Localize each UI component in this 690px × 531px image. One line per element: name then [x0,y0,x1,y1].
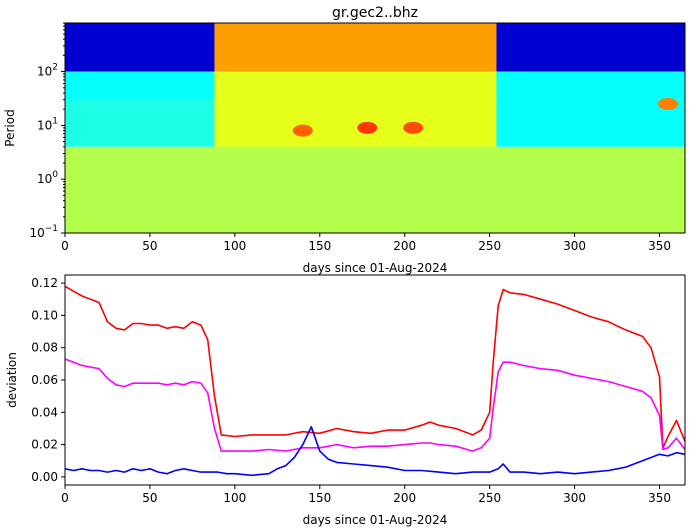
heatmap-y-ticks: 10−1 100 101 102 [29,22,65,240]
x-tick-label: 300 [563,239,586,253]
heatmap-hotspot [403,121,424,134]
heatmap-hotspot [292,124,313,137]
series-line-0 [64,285,686,449]
y-tick-label: 0.12 [31,276,58,290]
line-x-ticks: 0 50 100 150 200 250 300 350 [61,485,671,505]
y-tick-label: 0.04 [31,405,58,419]
heatmap-panel: gr.gec2..bhz 0 50 100 150 200 250 300 350 10−11… [3,5,686,275]
line-y-ticks: 0.00 0.02 0.04 0.06 0.08 0.10 0.12 [31,276,65,484]
chart-title: gr.gec2..bhz [332,5,418,21]
y-tick-label: 101 [37,116,58,132]
heatmap-cell [65,146,685,233]
heatmap-cell [65,23,215,72]
y-tick-label: 10−1 [29,224,58,240]
heatmap-cell [496,23,685,72]
heatmap-cell [214,71,497,100]
y-tick-label: 0.00 [31,470,58,484]
heatmap-cell [214,23,497,72]
x-tick-label: 0 [61,491,69,505]
heatmap-cell [65,71,215,100]
heatmap-x-label: days since 01-Aug-2024 [303,261,448,275]
heatmap-x-ticks: 0 50 100 150 200 250 300 350 [61,233,671,253]
heatmap-y-label: Period [3,109,17,146]
x-tick-label: 200 [393,239,416,253]
x-tick-label: 300 [563,491,586,505]
y-tick-label: 0.02 [31,438,58,452]
x-tick-label: 0 [61,239,69,253]
heatmap-cell [65,99,215,147]
y-tick-label: 100 [37,170,58,186]
x-tick-label: 150 [308,239,331,253]
x-tick-label: 250 [478,491,501,505]
series-line-2 [64,425,686,477]
x-tick-label: 50 [142,239,157,253]
x-tick-label: 350 [648,491,671,505]
y-tick-label: 0.10 [31,308,58,322]
x-tick-label: 100 [223,239,246,253]
heatmap-cell [496,71,685,100]
heatmap-hotspot [658,97,679,110]
x-tick-label: 200 [393,491,416,505]
line-x-label: days since 01-Aug-2024 [303,513,448,527]
y-tick-label: 102 [37,63,58,79]
y-tick-label: 0.06 [31,373,58,387]
series-line-1 [64,358,686,452]
y-tick-label: 0.08 [31,341,58,355]
line-frame [64,274,686,486]
line-y-label: deviation [5,352,19,408]
heatmap-hotspot [357,121,378,134]
x-tick-label: 350 [648,239,671,253]
line-panel: 0 50 100 150 200 250 300 350 0.000.020.040.060.… [5,274,686,527]
deviation-lines [64,285,686,477]
heatmap-cell [496,99,685,147]
heatmap-cells [65,23,685,233]
x-tick-label: 50 [142,491,157,505]
x-tick-label: 100 [223,491,246,505]
x-tick-label: 150 [308,491,331,505]
x-tick-label: 250 [478,239,501,253]
heatmap-cell [214,99,497,147]
